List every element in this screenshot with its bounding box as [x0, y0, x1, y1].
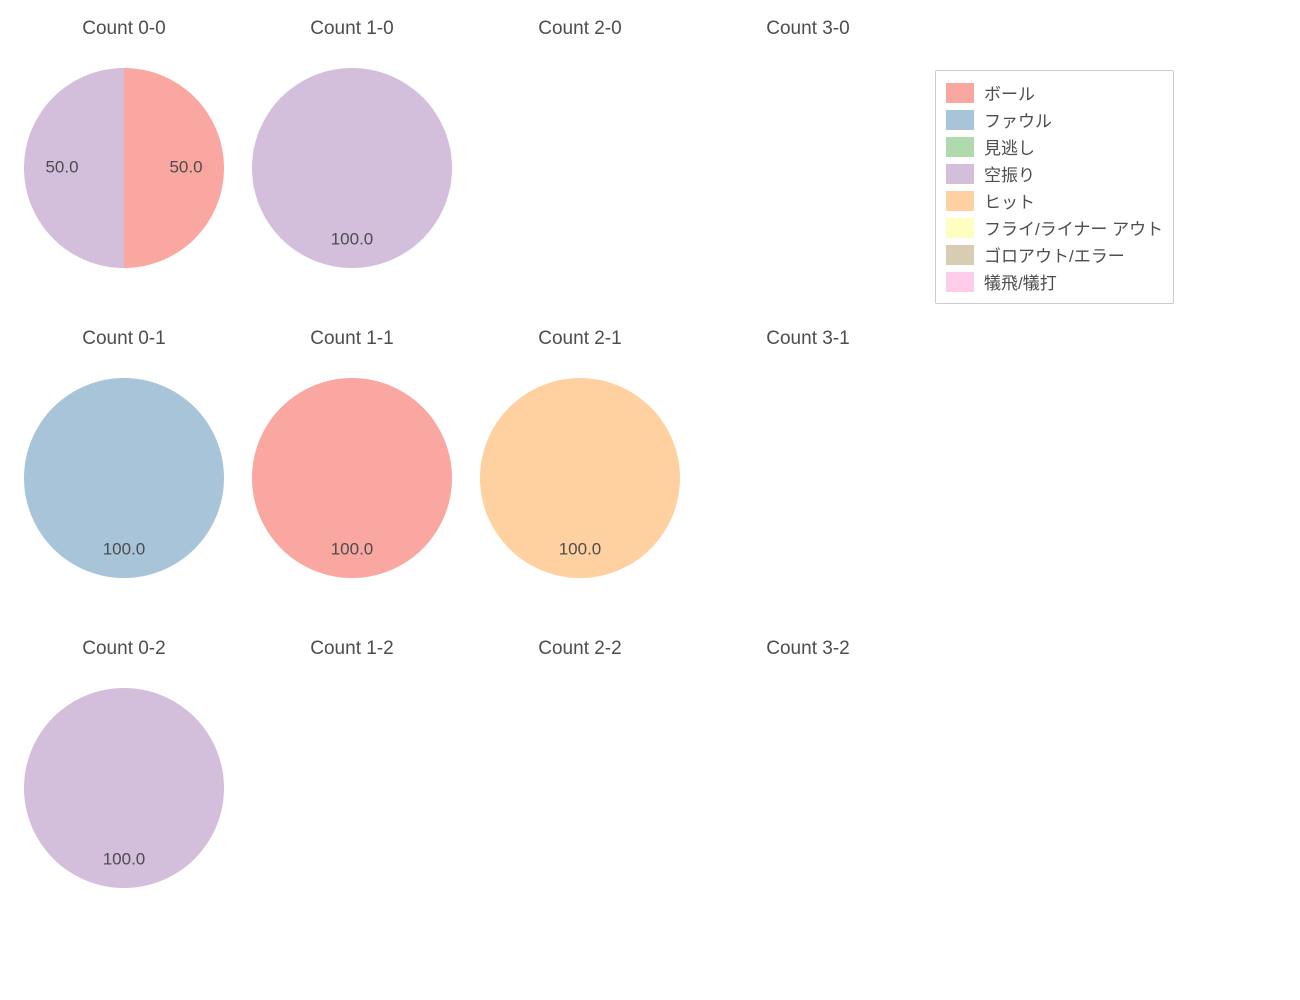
- pie-wrap: [708, 378, 908, 578]
- pie-chart: [480, 68, 680, 268]
- pie-wrap: 100.0: [480, 378, 680, 578]
- legend-swatch: [946, 218, 974, 238]
- panel: Count 2-1 100.0: [466, 316, 694, 626]
- legend-swatch: [946, 164, 974, 184]
- pie-chart: [708, 688, 908, 888]
- pie-wrap: [708, 68, 908, 268]
- legend-label: ヒット: [984, 188, 1035, 213]
- panel-title: Count 2-0: [466, 18, 694, 40]
- legend-item: 犠飛/犠打: [946, 268, 1163, 295]
- legend-label: ファウル: [984, 107, 1052, 132]
- panel: Count 1-2: [238, 626, 466, 936]
- pie-slice-label: 100.0: [559, 539, 602, 558]
- panel-title: Count 0-2: [10, 638, 238, 660]
- legend-item: ヒット: [946, 187, 1163, 214]
- panel: Count 0-2 100.0: [10, 626, 238, 936]
- pie-wrap: 100.0: [252, 378, 452, 578]
- pie-chart: [480, 688, 680, 888]
- pie-wrap: [708, 688, 908, 888]
- legend-label: 犠飛/犠打: [984, 269, 1057, 294]
- panel-title: Count 1-1: [238, 328, 466, 350]
- pie-slice-label: 100.0: [103, 849, 146, 868]
- panel-title: Count 2-2: [466, 638, 694, 660]
- panel-title: Count 1-0: [238, 18, 466, 40]
- panel-title: Count 1-2: [238, 638, 466, 660]
- legend-item: ゴロアウト/エラー: [946, 241, 1163, 268]
- panel: Count 3-0: [694, 6, 922, 316]
- legend-label: ボール: [984, 80, 1035, 105]
- legend-swatch: [946, 272, 974, 292]
- pie-chart: 50.0 50.0: [24, 68, 224, 268]
- pie-chart: [708, 68, 908, 268]
- pie-slice-label: 50.0: [45, 157, 78, 176]
- pie-grid: Count 0-0 50.0 50.0 Count 1-0 100.0 Count 2-0…: [0, 0, 1300, 1000]
- legend-label: ゴロアウト/エラー: [984, 242, 1125, 267]
- legend-swatch: [946, 83, 974, 103]
- pie-chart: 100.0: [24, 688, 224, 888]
- legend-item: 空振り: [946, 160, 1163, 187]
- legend: ボールファウル見逃し空振りヒットフライ/ライナー アウトゴロアウト/エラー犠飛/…: [935, 70, 1174, 304]
- panel: Count 0-0 50.0 50.0: [10, 6, 238, 316]
- pie-wrap: 100.0: [24, 378, 224, 578]
- pie-wrap: [480, 68, 680, 268]
- pie-wrap: 100.0: [252, 68, 452, 268]
- panel: Count 3-2: [694, 626, 922, 936]
- panel-title: Count 0-0: [10, 18, 238, 40]
- panel: Count 2-0: [466, 6, 694, 316]
- legend-swatch: [946, 245, 974, 265]
- pie-slice-label: 100.0: [331, 539, 374, 558]
- legend-item: 見逃し: [946, 133, 1163, 160]
- legend-label: 空振り: [984, 161, 1035, 186]
- pie-slice-label: 100.0: [103, 539, 146, 558]
- legend-label: フライ/ライナー アウト: [984, 215, 1163, 240]
- panel-title: Count 2-1: [466, 328, 694, 350]
- pie-wrap: 50.0 50.0: [24, 68, 224, 268]
- legend-label: 見逃し: [984, 134, 1035, 159]
- panel: Count 3-1: [694, 316, 922, 626]
- panel: Count 0-1 100.0: [10, 316, 238, 626]
- pie-chart: [708, 378, 908, 578]
- panel-title: Count 3-2: [694, 638, 922, 660]
- pie-wrap: 100.0: [24, 688, 224, 888]
- legend-swatch: [946, 191, 974, 211]
- pie-wrap: [252, 688, 452, 888]
- panel: Count 2-2: [466, 626, 694, 936]
- pie-chart: 100.0: [480, 378, 680, 578]
- panel-title: Count 3-0: [694, 18, 922, 40]
- pie-chart: [252, 688, 452, 888]
- legend-item: フライ/ライナー アウト: [946, 214, 1163, 241]
- legend-swatch: [946, 110, 974, 130]
- pie-slice-label: 50.0: [169, 157, 202, 176]
- legend-swatch: [946, 137, 974, 157]
- panel-title: Count 0-1: [10, 328, 238, 350]
- pie-wrap: [480, 688, 680, 888]
- pie-chart: 100.0: [24, 378, 224, 578]
- panel: Count 1-0 100.0: [238, 6, 466, 316]
- panel: Count 1-1 100.0: [238, 316, 466, 626]
- panel-title: Count 3-1: [694, 328, 922, 350]
- pie-chart: 100.0: [252, 68, 452, 268]
- legend-item: ボール: [946, 79, 1163, 106]
- pie-slice-label: 100.0: [331, 229, 374, 248]
- pie-chart: 100.0: [252, 378, 452, 578]
- legend-item: ファウル: [946, 106, 1163, 133]
